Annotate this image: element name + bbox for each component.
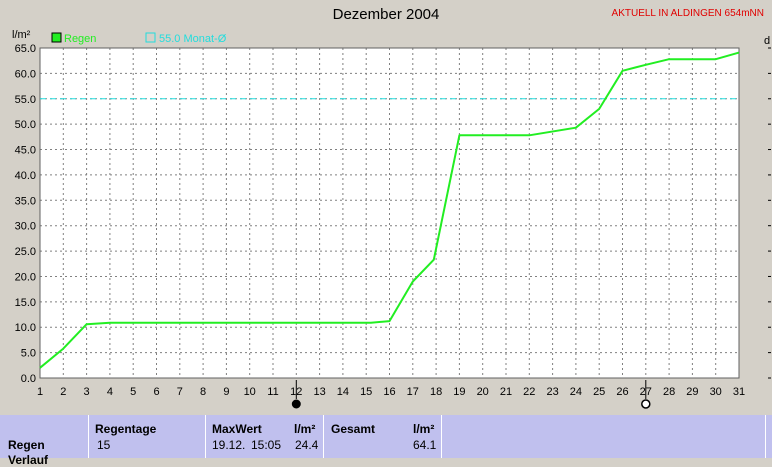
row-label-regen: Regen: [8, 438, 45, 452]
y-tick-label: 10.0: [15, 322, 36, 334]
x-tick-label: 8: [200, 386, 206, 398]
y-tick-label: 5.0: [21, 348, 36, 360]
value-maxwert-date: 19.12.: [212, 438, 246, 452]
x-tick-label: 1: [37, 386, 43, 398]
y-tick-label: 20.0: [15, 271, 36, 283]
x-tick-label: 29: [686, 386, 698, 398]
x-tick-label: 31: [733, 386, 745, 398]
legend-swatch-regen: [51, 32, 62, 43]
x-tick-label: 20: [477, 386, 489, 398]
x-tick-label: 7: [177, 386, 183, 398]
right-axis-fragment: d: [764, 35, 770, 47]
y-tick-label: 45.0: [15, 145, 36, 157]
plot-border: [39, 47, 740, 379]
value-regentage: 15: [97, 438, 111, 452]
y-tick-label: 55.0: [15, 94, 36, 106]
header-unit-gesamt: l/m²: [413, 422, 435, 436]
header-regentage: Regentage: [95, 422, 157, 436]
x-tick-label: 15: [360, 386, 372, 398]
value-gesamt: 64.1: [413, 438, 437, 452]
x-tick-label: 18: [430, 386, 442, 398]
y-tick-label: 60.0: [15, 68, 36, 80]
rain-chart: 0.0 5.0 10.0 15.0 20.0 25.0 30.0 35.0 40.0 45.0 50…: [12, 29, 771, 409]
header-unit-maxwert: l/m²: [294, 422, 316, 436]
y-tick-label: 40.0: [15, 170, 36, 182]
series-line-regen: [39, 51, 740, 369]
x-tick-label: 24: [570, 386, 582, 398]
x-tick-label: 16: [383, 386, 395, 398]
y-tick-label: 35.0: [15, 195, 36, 207]
x-tick-label: 25: [593, 386, 605, 398]
legend-label-regen: Regen: [64, 33, 96, 45]
x-tick-label: 21: [500, 386, 512, 398]
x-tick-label: 19: [453, 386, 465, 398]
x-tick-label: 28: [663, 386, 675, 398]
table-divider: [88, 415, 89, 458]
new-moon-marker: [291, 399, 301, 409]
y-axis-label: l/m²: [12, 29, 31, 41]
x-tick-label: 3: [84, 386, 90, 398]
x-tick-label: 2: [60, 386, 66, 398]
x-tick-label: 22: [523, 386, 535, 398]
table-divider: [205, 415, 206, 458]
status-label: AKTUELL IN ALDINGEN 654mNN: [611, 8, 764, 19]
x-tick-label: 23: [546, 386, 558, 398]
x-tick-label: 11: [267, 386, 278, 398]
y-tick-label: 0.0: [21, 373, 36, 385]
y-tick-label: 65.0: [15, 43, 36, 55]
x-tick-label: 6: [153, 386, 159, 398]
summary-table: [0, 415, 772, 458]
header-maxwert: MaxWert: [212, 422, 262, 436]
y-tick-label: 15.0: [15, 297, 36, 309]
row-label-cut: Verlauf: [8, 453, 49, 467]
table-divider: [323, 415, 324, 458]
x-tick-label: 14: [337, 386, 349, 398]
y-tick-label: 25.0: [15, 246, 36, 258]
legend-swatch-average: [145, 32, 156, 43]
x-tick-label: 4: [107, 386, 113, 398]
value-maxwert: 24.4: [295, 438, 319, 452]
header-gesamt: Gesamt: [331, 422, 376, 436]
x-tick-label: 9: [223, 386, 229, 398]
table-divider: [441, 415, 442, 458]
x-tick-label: 17: [407, 386, 419, 398]
y-tick-label: 30.0: [15, 221, 36, 233]
value-maxwert-time: 15:05: [251, 438, 282, 452]
table-divider: [765, 415, 766, 458]
x-tick-label: 5: [130, 386, 136, 398]
x-tick-label: 10: [244, 386, 256, 398]
x-tick-label: 30: [710, 386, 722, 398]
legend-label-average: 55.0 Monat-Ø: [159, 33, 227, 45]
chart-title: Dezember 2004: [332, 6, 440, 23]
y-tick-label: 50.0: [15, 119, 36, 131]
x-tick-label: 13: [313, 386, 325, 398]
full-moon-marker: [641, 399, 651, 409]
x-tick-label: 26: [616, 386, 628, 398]
